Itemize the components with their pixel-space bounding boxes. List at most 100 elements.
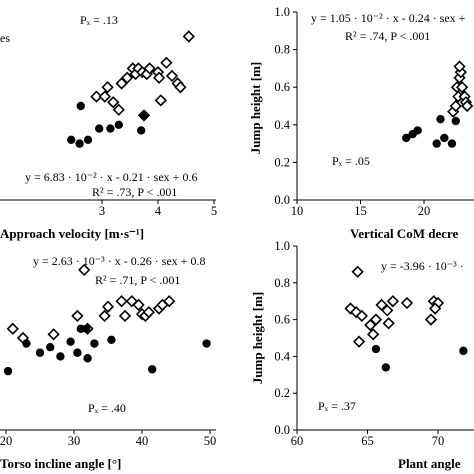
p-value-annotation: Pₓ = .13 xyxy=(80,13,118,27)
data-point-open-diamond xyxy=(364,318,377,332)
data-point-open-diamond xyxy=(101,81,114,94)
x-tick-label: 30 xyxy=(68,434,81,448)
data-point-filled-circle xyxy=(67,135,76,145)
data-point-filled-circle xyxy=(402,133,411,143)
r-squared-annotation: R² = .74, P < .001 xyxy=(345,29,430,43)
p-value-annotation: Pₓ = .40 xyxy=(88,401,126,415)
data-point-open-diamond xyxy=(90,90,103,103)
data-point-open-diamond xyxy=(461,99,474,113)
data-point-open-diamond xyxy=(142,306,155,319)
data-point-open-diamond xyxy=(101,300,115,313)
panel-vertical-com: 10 15 20 0.0 0.2 0.4 0.6 0.8 1.0 y = 1.05 · 10⁻²… xyxy=(248,5,474,241)
data-point-open-diamond xyxy=(375,298,388,312)
x-tick-label: 3 xyxy=(99,204,105,218)
y-tick-label: 0.4 xyxy=(274,349,290,363)
data-point-open-diamond xyxy=(107,96,120,109)
data-point-filled-circle xyxy=(107,335,116,345)
panel-torso-incline: 20 30 40 50 y = 2.63 · 10⁻³ · x - 0.26 · se… xyxy=(0,254,216,471)
r-squared-annotation: R² = .71, P < .001 xyxy=(95,273,180,287)
data-point-open-diamond xyxy=(369,313,383,326)
panel-approach-velocity: 3 4 5 es Pₓ = .13 y = 6.83 · 10⁻² · x - 0.… xyxy=(0,13,217,241)
x-axis-title: Vertical CoM decre xyxy=(350,226,459,241)
data-point-open-diamond xyxy=(78,263,91,277)
regression-equation: y = 2.63 · 10⁻³ · x - 0.26 · sex + 0.8 xyxy=(33,254,205,268)
y-tick-label: 0.6 xyxy=(274,313,290,327)
data-point-open-diamond xyxy=(118,309,132,323)
data-point-open-diamond xyxy=(143,62,156,75)
regression-equation: y = 1.05 · 10⁻² · x - 0.24 · sex + xyxy=(311,11,466,25)
data-point-filled-circle xyxy=(413,126,422,135)
data-point-open-diamond xyxy=(453,60,466,73)
data-point-filled-circle xyxy=(440,133,449,143)
y-tick-label: 0.0 xyxy=(274,423,290,437)
data-point-filled-circle xyxy=(202,339,211,348)
data-point-open-diamond xyxy=(163,295,176,308)
data-point-open-diamond xyxy=(160,56,173,69)
data-point-open-diamond xyxy=(367,328,380,341)
x-axis-title: Plant angle xyxy=(398,456,461,471)
y-tick-label: 1.0 xyxy=(274,5,290,19)
data-point-open-diamond xyxy=(121,71,134,84)
data-point-open-diamond xyxy=(6,322,19,335)
x-tick-label: 50 xyxy=(204,434,217,448)
panel-plant-angle: 60 65 70 0.0 0.2 0.4 0.6 0.8 1.0 y = -3.96 · 10⁻… xyxy=(250,239,474,471)
y-tick-label: 1.0 xyxy=(274,239,290,253)
p-value-annotation: Pₓ = .05 xyxy=(332,154,370,168)
data-point-filled-circle xyxy=(73,348,82,357)
data-point-open-diamond xyxy=(449,99,462,113)
x-tick-label: 20 xyxy=(418,204,431,218)
y-axis-title: Jump height [m] xyxy=(248,62,263,154)
data-point-filled-circle xyxy=(83,135,93,145)
x-tick-label: 20 xyxy=(0,434,12,448)
x-tick-label: 60 xyxy=(291,434,304,448)
data-point-open-diamond xyxy=(132,298,145,312)
data-point-open-diamond xyxy=(165,69,179,83)
data-point-filled-circle xyxy=(46,343,55,352)
data-point-open-diamond xyxy=(174,81,187,94)
data-point-filled-circle xyxy=(436,114,445,124)
y-tick-label: 0.4 xyxy=(274,118,290,132)
data-point-filled-circle xyxy=(56,352,65,361)
data-point-filled-circle xyxy=(148,365,157,374)
data-point-open-diamond xyxy=(424,313,438,326)
y-axis-title: Jump height [m] xyxy=(250,292,265,384)
data-point-open-diamond xyxy=(386,295,400,308)
data-point-open-diamond xyxy=(355,309,368,323)
data-point-filled-circle xyxy=(139,111,149,120)
data-point-open-diamond xyxy=(381,304,394,317)
data-point-filled-circle xyxy=(82,324,91,333)
data-point-filled-circle xyxy=(381,363,391,372)
x-tick-label: 5 xyxy=(211,204,217,218)
data-point-filled-circle xyxy=(22,339,31,348)
data-point-open-diamond xyxy=(429,302,442,315)
y-tick-label: 0.2 xyxy=(274,386,290,400)
legend-fragment: es xyxy=(0,31,10,45)
data-point-filled-circle xyxy=(95,124,104,133)
data-point-open-diamond xyxy=(351,265,364,278)
data-point-open-diamond xyxy=(47,328,60,341)
data-point-open-diamond xyxy=(115,295,128,308)
x-tick-label: 4 xyxy=(155,204,162,218)
x-axis-title: Approach velocity [m·s⁻¹] xyxy=(0,226,144,241)
data-point-filled-circle xyxy=(459,346,468,356)
regression-equation: y = 6.83 · 10⁻² · x - 0.21 · sex + 0.6 xyxy=(25,170,197,184)
y-tick-label: 0.0 xyxy=(274,193,290,207)
data-point-filled-circle xyxy=(75,139,84,148)
data-point-open-diamond xyxy=(352,335,366,348)
r-squared-annotation: R² = .73, P < .001 xyxy=(92,185,177,199)
data-point-filled-circle xyxy=(3,366,13,376)
x-tick-label: 15 xyxy=(354,204,367,218)
x-tick-label: 10 xyxy=(291,204,304,218)
data-point-filled-circle xyxy=(83,354,92,363)
data-point-filled-circle xyxy=(137,126,146,135)
y-tick-label: 0.6 xyxy=(274,80,290,94)
x-tick-label: 40 xyxy=(136,434,149,448)
data-point-open-diamond xyxy=(154,94,167,107)
data-point-filled-circle xyxy=(432,139,441,148)
data-point-open-diamond xyxy=(400,296,414,310)
regression-equation: y = -3.96 · 10⁻³ · xyxy=(381,259,464,273)
data-point-filled-circle xyxy=(106,124,115,133)
data-point-open-diamond xyxy=(98,309,111,323)
data-point-open-diamond xyxy=(382,317,395,330)
